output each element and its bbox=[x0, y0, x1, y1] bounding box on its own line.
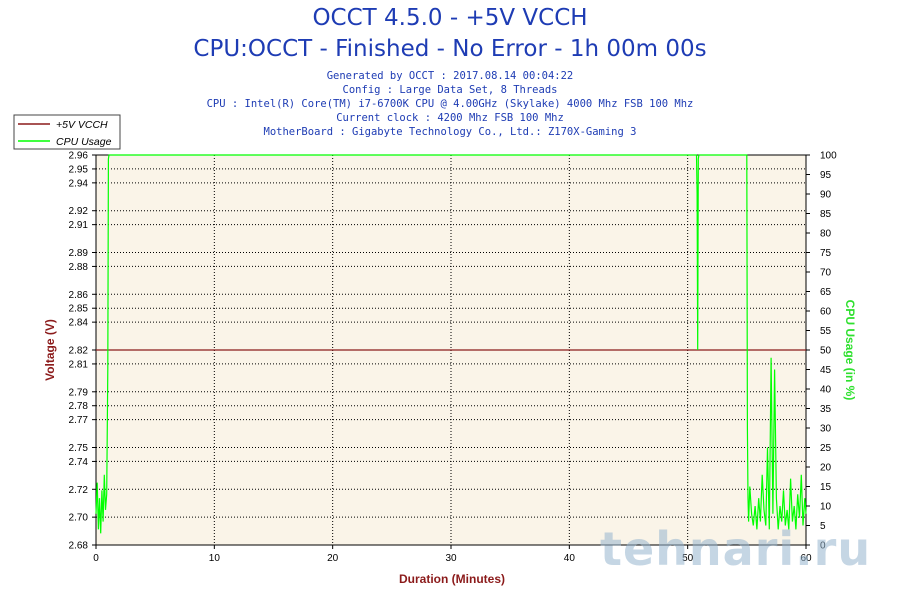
y2-tick-label: 40 bbox=[820, 385, 832, 396]
x-tick-label: 30 bbox=[445, 553, 457, 564]
y-tick-label: 2.85 bbox=[69, 304, 89, 315]
legend-label: +5V VCCH bbox=[56, 119, 108, 131]
y2-tick-label: 80 bbox=[820, 229, 832, 240]
x-tick-label: 40 bbox=[564, 553, 576, 564]
y-tick-label: 2.74 bbox=[69, 457, 89, 468]
x-tick-label: 0 bbox=[93, 553, 99, 564]
y-tick-label: 2.70 bbox=[69, 513, 89, 524]
chart-subtitle: CPU:OCCT - Finished - No Error - 1h 00m … bbox=[193, 36, 707, 62]
y-tick-label: 2.82 bbox=[69, 346, 89, 357]
y2-axis-label: CPU Usage (in %) bbox=[843, 300, 857, 401]
y2-tick-label: 50 bbox=[820, 346, 832, 357]
y2-tick-label: 10 bbox=[820, 502, 832, 513]
info-config: Config : Large Data Set, 8 Threads bbox=[342, 84, 558, 96]
y-tick-label: 2.88 bbox=[69, 262, 89, 273]
y2-tick-label: 55 bbox=[820, 326, 832, 337]
y-tick-label: 2.79 bbox=[69, 387, 89, 398]
x-tick-label: 10 bbox=[209, 553, 221, 564]
y-tick-label: 2.68 bbox=[69, 541, 89, 552]
y-tick-label: 2.95 bbox=[69, 164, 89, 175]
y-tick-label: 2.72 bbox=[69, 485, 89, 496]
y-tick-label: 2.84 bbox=[69, 318, 89, 329]
x-tick-label: 50 bbox=[682, 553, 694, 564]
y-tick-label: 2.77 bbox=[69, 415, 89, 426]
y2-tick-label: 35 bbox=[820, 404, 832, 415]
y-tick-label: 2.86 bbox=[69, 290, 89, 301]
info-generated: Generated by OCCT : 2017.08.14 00:04:22 bbox=[326, 70, 574, 82]
y-tick-label: 2.89 bbox=[69, 248, 89, 259]
y2-tick-label: 15 bbox=[820, 482, 832, 493]
y-tick-label: 2.75 bbox=[69, 443, 89, 454]
info-clock: Current clock : 4200 Mhz FSB 100 Mhz bbox=[336, 112, 564, 124]
info-cpu: CPU : Intel(R) Core(TM) i7-6700K CPU @ 4… bbox=[206, 98, 694, 110]
legend-label: CPU Usage bbox=[56, 136, 112, 148]
y-axis-label: Voltage (V) bbox=[43, 319, 57, 381]
x-tick-label: 20 bbox=[327, 553, 339, 564]
info-motherboard: MotherBoard : Gigabyte Technology Co., L… bbox=[263, 126, 637, 138]
y2-tick-label: 25 bbox=[820, 443, 832, 454]
x-axis-label: Duration (Minutes) bbox=[399, 572, 505, 586]
cpu-usage-line bbox=[95, 154, 807, 534]
y2-tick-label: 0 bbox=[820, 541, 826, 552]
y-tick-label: 2.81 bbox=[69, 359, 89, 370]
y2-tick-label: 100 bbox=[820, 151, 837, 162]
y-tick-label: 2.91 bbox=[69, 220, 89, 231]
y-tick-label: 2.92 bbox=[69, 206, 89, 217]
x-tick-label: 60 bbox=[800, 553, 812, 564]
y2-tick-label: 75 bbox=[820, 248, 832, 259]
chart-title: OCCT 4.5.0 - +5V VCCH bbox=[312, 5, 588, 31]
watermark: tehnari.ru bbox=[600, 522, 872, 576]
y2-tick-label: 5 bbox=[820, 521, 826, 532]
y2-tick-label: 70 bbox=[820, 268, 832, 279]
y2-tick-label: 60 bbox=[820, 307, 832, 318]
legend-box bbox=[13, 114, 121, 150]
y-tick-label: 2.78 bbox=[69, 401, 89, 412]
y2-tick-label: 30 bbox=[820, 424, 832, 435]
y2-tick-label: 90 bbox=[820, 190, 832, 201]
y2-tick-label: 85 bbox=[820, 209, 832, 220]
y2-tick-label: 20 bbox=[820, 463, 832, 474]
y-tick-label: 2.94 bbox=[69, 178, 89, 189]
y-tick-label: 2.96 bbox=[69, 151, 89, 162]
y2-tick-label: 95 bbox=[820, 170, 832, 181]
y2-tick-label: 65 bbox=[820, 287, 832, 298]
y2-tick-label: 45 bbox=[820, 365, 832, 376]
